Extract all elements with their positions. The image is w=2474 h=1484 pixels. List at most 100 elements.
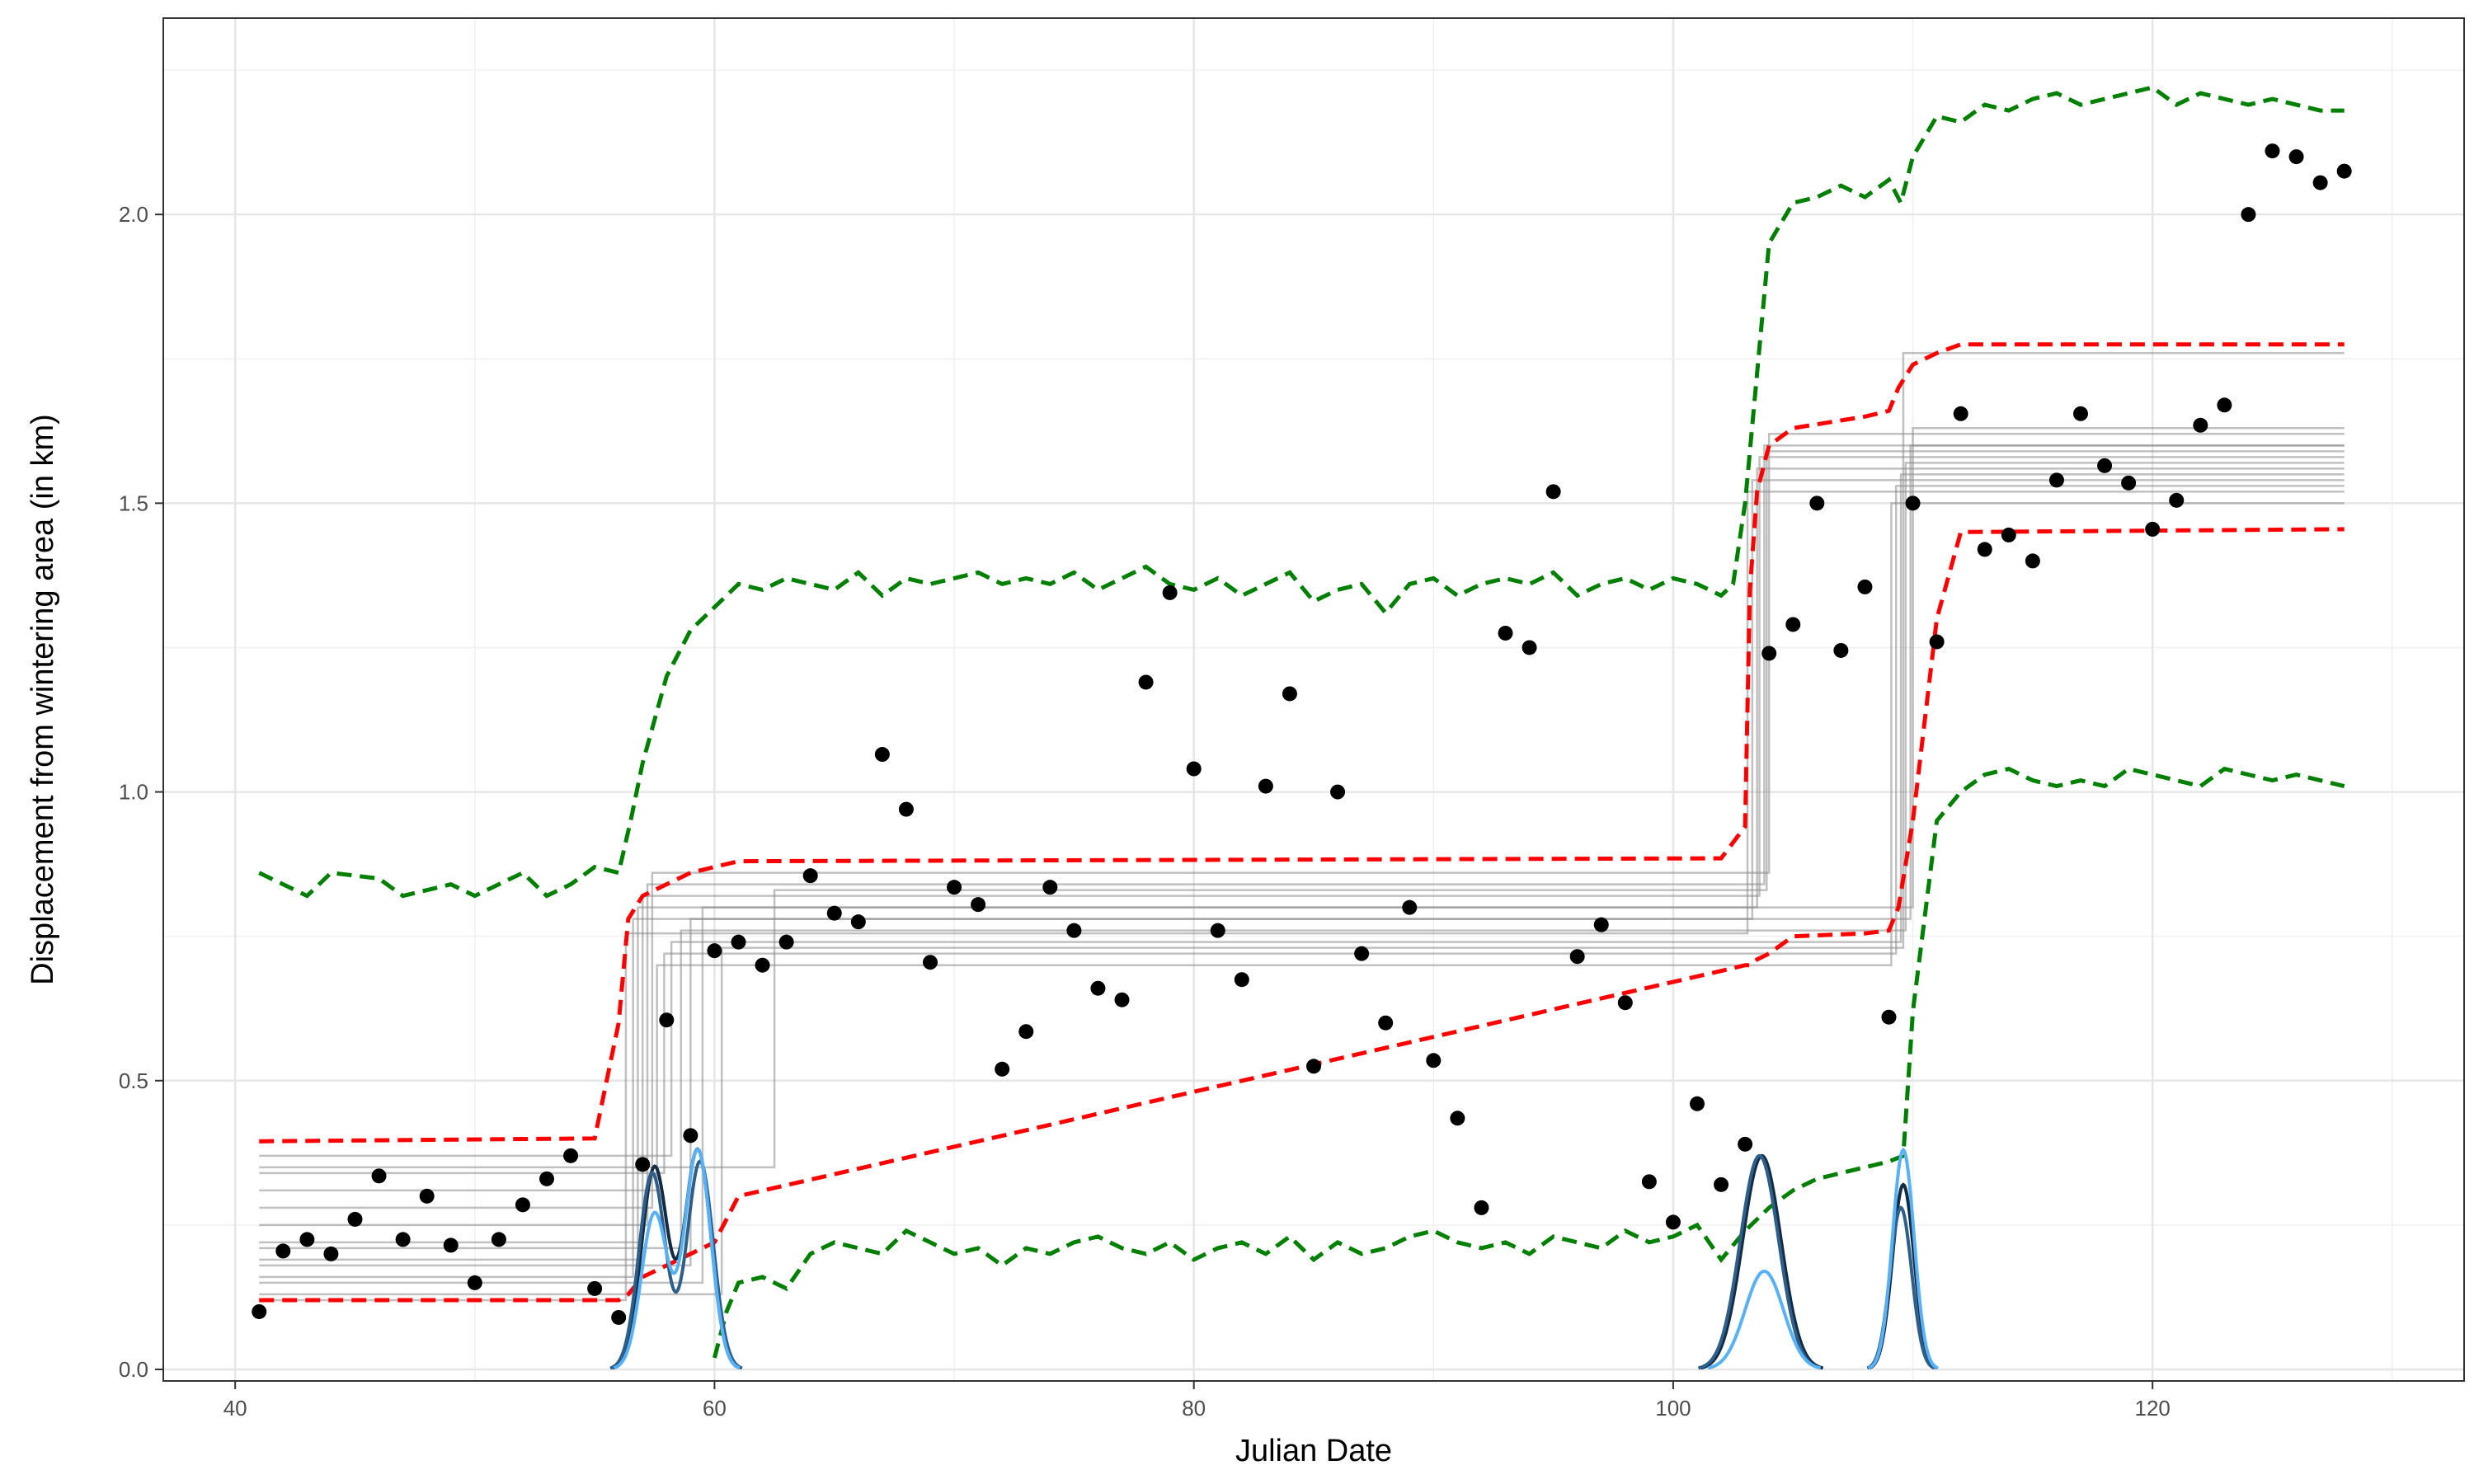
data-point xyxy=(1138,674,1154,690)
data-point xyxy=(2048,472,2064,488)
data-point xyxy=(1690,1096,1705,1111)
data-point xyxy=(2145,521,2161,537)
step-fit-line xyxy=(259,502,2345,1192)
data-point xyxy=(1234,972,1249,988)
data-point xyxy=(1378,1015,1394,1031)
data-point xyxy=(898,801,914,817)
data-point xyxy=(1833,642,1849,658)
data-point xyxy=(467,1275,482,1290)
data-point xyxy=(371,1168,387,1184)
observation-points xyxy=(252,143,2352,1325)
data-point xyxy=(1450,1111,1465,1126)
data-point xyxy=(1761,646,1777,661)
data-point xyxy=(971,897,986,913)
data-point xyxy=(1306,1059,1321,1074)
y-tick-label: 0.5 xyxy=(119,1068,148,1093)
step-fit-line xyxy=(259,473,2345,1158)
data-point xyxy=(1545,484,1561,500)
data-point xyxy=(1426,1053,1442,1068)
data-point xyxy=(1402,899,1418,915)
data-point xyxy=(2001,527,2016,542)
data-point xyxy=(1857,579,1873,594)
data-point xyxy=(299,1232,315,1247)
data-point xyxy=(347,1211,363,1227)
data-point xyxy=(1498,625,1513,641)
data-point xyxy=(1090,980,1106,996)
step-fit-line xyxy=(259,444,2345,1227)
data-point xyxy=(1905,495,1921,511)
green-band-lower xyxy=(713,766,2345,1359)
data-point xyxy=(1210,923,1225,938)
data-point xyxy=(1330,784,1346,800)
green-band-upper xyxy=(258,85,2345,899)
data-point xyxy=(419,1188,435,1204)
data-point xyxy=(635,1157,651,1172)
step-fit-line xyxy=(259,485,2345,1175)
density-curve xyxy=(613,1147,1939,1370)
data-point xyxy=(947,880,962,895)
data-point xyxy=(563,1148,579,1163)
step-fit-line xyxy=(259,433,2345,1209)
data-point xyxy=(2312,175,2328,190)
data-point xyxy=(539,1171,554,1186)
step-fit-line xyxy=(259,444,2345,1267)
x-tick-label: 100 xyxy=(1655,1396,1691,1421)
data-point xyxy=(443,1237,459,1253)
data-point xyxy=(1474,1200,1489,1215)
data-point xyxy=(826,905,842,921)
data-point xyxy=(1042,880,1058,895)
data-point xyxy=(2241,207,2256,223)
data-point xyxy=(2025,553,2040,569)
data-point xyxy=(2073,406,2088,421)
y-tick-label: 0.0 xyxy=(119,1357,148,1382)
data-point xyxy=(1114,992,1130,1007)
data-point xyxy=(2169,492,2185,508)
y-tick-label: 2.0 xyxy=(119,202,148,227)
data-point xyxy=(1162,585,1178,600)
step-fit-line xyxy=(259,456,2345,1244)
step-fit-line xyxy=(259,351,2345,1296)
panel-border xyxy=(162,17,2465,1382)
red-band-upper xyxy=(259,342,2345,1144)
x-axis-title: Julian Date xyxy=(1235,1434,1392,1468)
data-point xyxy=(323,1246,339,1261)
data-point xyxy=(1641,1174,1657,1190)
step-fit-line xyxy=(259,462,2345,1250)
data-point xyxy=(2265,143,2280,159)
data-point xyxy=(802,868,818,884)
data-point xyxy=(923,955,938,970)
data-point xyxy=(395,1232,411,1247)
x-tick-label: 80 xyxy=(1182,1396,1206,1421)
data-point xyxy=(2193,417,2208,433)
data-point xyxy=(1738,1136,1753,1152)
x-tick-label: 40 xyxy=(223,1396,247,1421)
data-point xyxy=(611,1309,627,1325)
data-point xyxy=(1066,923,1082,938)
data-point xyxy=(2336,163,2352,179)
data-point xyxy=(1809,495,1825,511)
data-point xyxy=(1929,634,1945,650)
step-fit-line xyxy=(259,427,2345,1284)
data-point xyxy=(995,1061,1010,1077)
data-point xyxy=(2121,475,2137,491)
data-point xyxy=(587,1280,603,1296)
axis-ticks: 40 60 80 100 120 0.0 0.5 1.0 1.5 2.0 xyxy=(119,202,2171,1421)
data-point xyxy=(1593,917,1609,932)
green-prediction-band xyxy=(258,85,2345,1359)
step-fit-line xyxy=(259,450,2345,1169)
data-point xyxy=(275,1243,291,1259)
data-point xyxy=(683,1128,698,1144)
changepoint-density-curves xyxy=(609,1147,1939,1370)
data-point xyxy=(1569,949,1585,965)
data-point xyxy=(731,934,746,950)
data-point xyxy=(1018,1024,1034,1040)
data-point xyxy=(1785,617,1801,632)
data-point xyxy=(1282,686,1297,702)
x-tick-label: 120 xyxy=(2134,1396,2170,1421)
data-point xyxy=(1617,995,1633,1011)
y-tick-label: 1.0 xyxy=(119,780,148,805)
data-point xyxy=(659,1012,675,1028)
data-point xyxy=(2217,397,2232,413)
